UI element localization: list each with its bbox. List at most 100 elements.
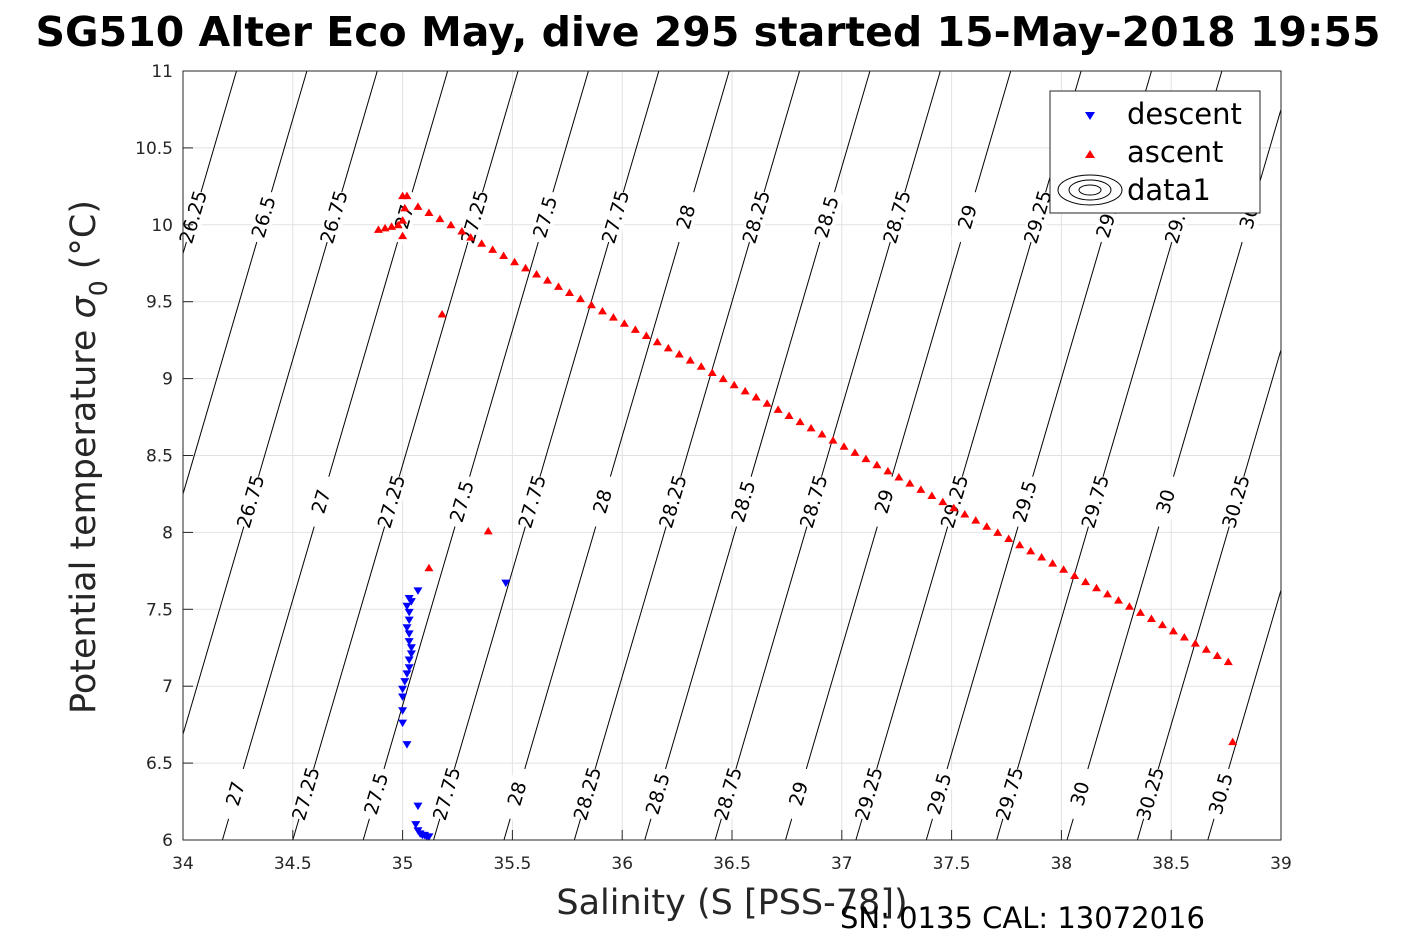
ascent-point — [466, 233, 476, 241]
ascent-point — [729, 380, 739, 389]
ascent-point — [1026, 546, 1036, 555]
descent-point — [402, 741, 412, 749]
y-tick-label: 6 — [162, 831, 173, 851]
ascent-point — [795, 417, 805, 426]
ascent-point — [872, 460, 882, 469]
descent-point — [501, 579, 511, 588]
ascent-point — [674, 349, 684, 358]
descent-point — [406, 598, 416, 606]
ascent-point — [483, 526, 493, 535]
ascent-point — [718, 374, 728, 383]
ascent-point — [630, 325, 640, 333]
contour-label-bg — [374, 473, 409, 530]
ascent-point — [905, 479, 915, 487]
contour-label-bg — [317, 189, 352, 245]
contour-label-bg — [586, 473, 620, 530]
x-tick-label: 38 — [1051, 854, 1073, 874]
ascent-point — [927, 491, 937, 499]
ascent-point — [1212, 651, 1222, 659]
x-tick-label: 35 — [392, 854, 414, 874]
ascent-point — [400, 203, 410, 212]
ascent-point — [916, 485, 926, 493]
descent-point — [402, 624, 412, 632]
descent-point — [398, 719, 408, 728]
ascent-point — [499, 251, 509, 260]
ascent-point — [393, 220, 403, 229]
descent-point — [413, 587, 423, 595]
ascent-point — [586, 300, 596, 309]
contour-label-bg — [1063, 766, 1098, 822]
ascent-point — [861, 454, 871, 463]
descent-point — [398, 707, 408, 715]
ascent-point — [402, 191, 412, 200]
contour-label-bg — [359, 766, 394, 822]
ascent-point — [521, 263, 531, 272]
ascent-point — [435, 214, 445, 223]
contour-label-bg — [234, 473, 269, 530]
ascent-point — [1103, 589, 1113, 598]
ascent-point — [839, 442, 849, 450]
ascent-point — [380, 223, 390, 232]
chart-title: SG510 Alter Eco May, dive 295 started 15… — [36, 8, 1381, 56]
ascent-point — [543, 276, 553, 284]
ascent-point — [437, 310, 447, 318]
contour-label-bg — [528, 189, 563, 245]
ascent-point — [773, 405, 783, 413]
ascent-point — [784, 411, 794, 420]
ascent-point — [949, 503, 959, 512]
ascent-point — [971, 516, 981, 524]
y-tick-label: 8.5 — [146, 447, 173, 467]
contour-label-bg — [726, 473, 761, 530]
ascent-point — [806, 423, 816, 432]
ascent-point — [751, 393, 761, 401]
ascent-point — [597, 306, 607, 315]
ascent-point — [387, 222, 397, 230]
x-tick-label: 37 — [831, 854, 853, 874]
ascent-point — [424, 208, 434, 216]
x-tick-label: 38.5 — [1152, 854, 1190, 874]
contour-label-bg — [1008, 473, 1043, 530]
ascent-point — [1081, 577, 1091, 586]
contour-label-bg — [430, 766, 464, 822]
contour-label-bg — [500, 766, 535, 822]
x-tick-label: 36 — [611, 854, 633, 874]
legend: descent ascent data1 — [1049, 90, 1261, 214]
ascent-point — [1135, 608, 1145, 616]
ascent-point — [1168, 626, 1178, 635]
contour-label-bg — [993, 766, 1028, 822]
contour-label-bg — [289, 766, 324, 822]
contour-label-bg — [445, 473, 480, 530]
ascent-point — [641, 331, 651, 340]
descent-point — [406, 650, 416, 658]
x-axis-label: Salinity (S [PSS-78]) — [556, 883, 907, 923]
ascent-point — [1146, 614, 1156, 623]
contour-label-bg — [176, 189, 211, 245]
ascent-point — [1223, 657, 1233, 666]
ascent-point — [1190, 639, 1200, 647]
y-tick-label: 11 — [151, 62, 173, 82]
contour-label-bg — [711, 766, 746, 822]
contour-label-bg — [951, 189, 985, 245]
contour-label-bg — [852, 766, 887, 822]
legend-descent-label: descent — [1127, 97, 1242, 131]
y-tick-label: 7 — [162, 677, 173, 697]
ascent-point — [982, 522, 992, 530]
ascent-point — [1179, 632, 1189, 641]
contour-label-bg — [922, 766, 957, 822]
ascent-point — [1004, 534, 1014, 543]
contour-label-bg — [867, 473, 902, 530]
y-axis: 6 6.5 7 7.5 8 8.5 9 9.5 10 10.5 11 — [135, 62, 193, 851]
x-tick-label: 39 — [1270, 854, 1292, 874]
contour-label-bg — [739, 189, 774, 245]
contour-label-bg — [669, 189, 704, 245]
contour-line — [1136, 347, 1281, 840]
contour-label-bg — [880, 189, 915, 245]
ascent-point — [1201, 645, 1211, 653]
descent-point — [404, 616, 414, 625]
ascent-point — [457, 226, 467, 235]
ascent-point — [488, 245, 498, 253]
descent-point — [406, 644, 416, 652]
contour-label-bg — [1021, 189, 1056, 245]
ascent-point — [1157, 620, 1167, 629]
contour-label-bg — [641, 766, 676, 822]
